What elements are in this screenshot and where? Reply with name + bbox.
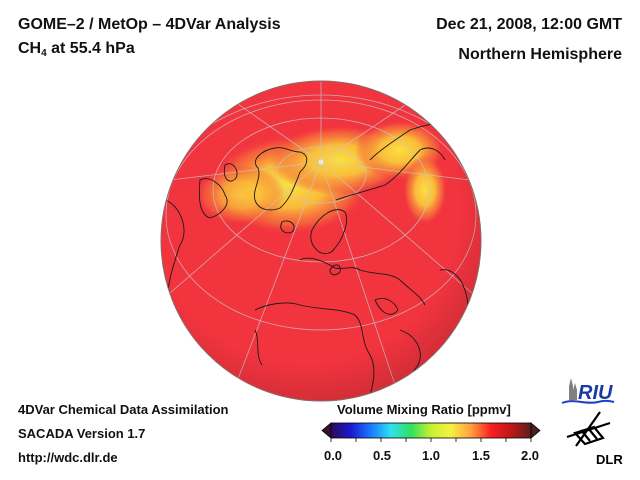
dlr-logo-text: DLR bbox=[596, 452, 623, 467]
riu-logo-text: RIU bbox=[578, 382, 613, 404]
river-icon bbox=[561, 399, 615, 404]
riu-logo: RIU bbox=[561, 378, 615, 404]
colorbar-title: Volume Mixing Ratio [ppmv] bbox=[337, 402, 511, 417]
region-label: Northern Hemisphere bbox=[458, 46, 622, 63]
date-label: Dec 21, 2008, 12:00 GMT bbox=[436, 16, 622, 33]
globe-shade bbox=[161, 81, 481, 401]
footer-assimilation: 4DVar Chemical Data Assimilation bbox=[18, 402, 229, 417]
colorbar-ticks bbox=[330, 438, 532, 442]
species-subscript: 4 bbox=[41, 48, 47, 59]
cathedral-icon bbox=[569, 378, 577, 400]
north-pole-marker bbox=[318, 159, 324, 165]
species-title: CH4 at 55.4 hPa bbox=[18, 40, 135, 59]
colorbar-tick-label: 0.5 bbox=[372, 448, 392, 463]
colorbar-tick-label: 1.5 bbox=[471, 448, 491, 463]
colorbar-tick-label: 2.0 bbox=[520, 448, 540, 463]
footer-url[interactable]: http://wdc.dlr.de bbox=[18, 450, 118, 465]
pressure-level: at 55.4 hPa bbox=[46, 40, 135, 57]
colorbar-tick-label: 1.0 bbox=[421, 448, 441, 463]
colorbar-tick-label: 0.0 bbox=[323, 448, 343, 463]
species-name: CH bbox=[18, 40, 42, 57]
globe-outline bbox=[160, 80, 482, 402]
dlr-logo bbox=[566, 411, 611, 447]
plot-title: GOME–2 / MetOp – 4DVar Analysis bbox=[18, 16, 281, 33]
footer-version: SACADA Version 1.7 bbox=[18, 426, 146, 441]
